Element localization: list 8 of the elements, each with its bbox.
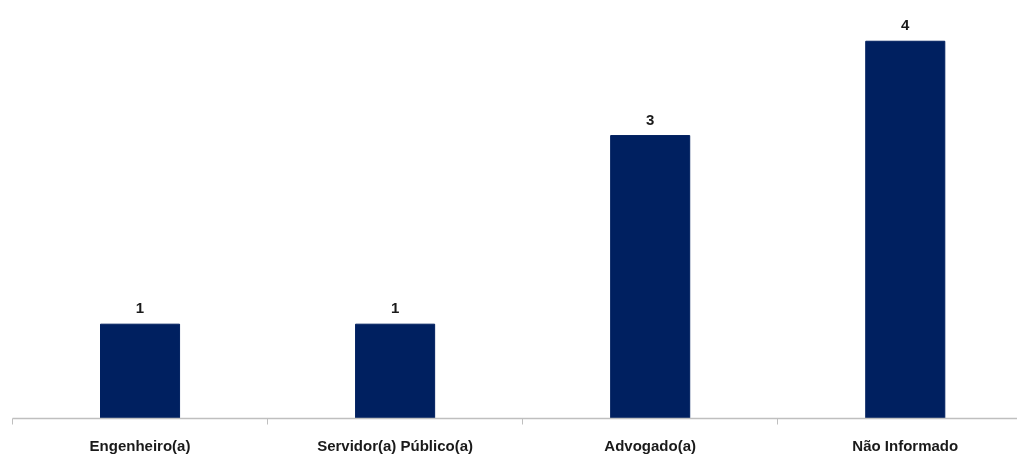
x-tick-label: Engenheiro(a) xyxy=(89,436,191,454)
data-label: 1 xyxy=(135,299,145,317)
data-label: 1 xyxy=(390,299,400,317)
x-tick-label: Não Informado xyxy=(852,436,959,454)
data-label: 4 xyxy=(901,16,911,34)
x-tick-label: Servidor(a) Público(a) xyxy=(317,436,474,454)
x-tick-label: Advogado(a) xyxy=(604,436,697,454)
data-label: 3 xyxy=(646,110,655,128)
